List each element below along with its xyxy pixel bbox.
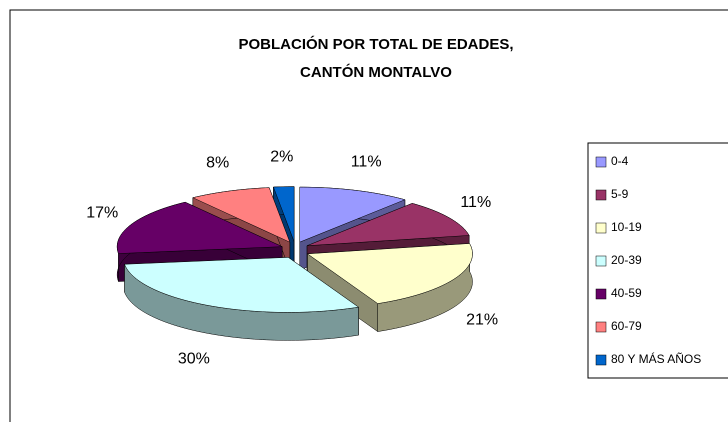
slice-top xyxy=(306,243,473,304)
slice-top xyxy=(124,257,360,313)
data-label: 21% xyxy=(466,311,498,328)
legend-swatch xyxy=(595,354,607,366)
legend-swatch xyxy=(595,156,607,168)
slice-top xyxy=(273,186,295,242)
data-label: 30% xyxy=(178,351,210,368)
legend-swatch xyxy=(595,255,607,267)
data-label: 11% xyxy=(460,194,491,211)
legend-label: 0-4 xyxy=(611,154,629,168)
slice-top xyxy=(299,186,406,243)
legend-swatch xyxy=(595,189,607,201)
legend-label: 20-39 xyxy=(611,253,642,267)
legend-swatch xyxy=(595,222,607,234)
legend-label: 10-19 xyxy=(611,220,642,234)
data-label: 17% xyxy=(86,204,118,221)
legend-label: 80 Y MÁS AÑOS xyxy=(611,351,701,366)
pie-slice xyxy=(124,256,360,341)
slice-top xyxy=(306,203,470,246)
legend-label: 40-59 xyxy=(611,286,642,300)
chart-title: CANTÓN MONTALVO xyxy=(300,63,452,81)
legend-box xyxy=(587,142,728,379)
data-label: 8% xyxy=(206,155,229,172)
legend-swatch xyxy=(595,321,607,333)
legend-swatch xyxy=(595,288,607,300)
data-label: 11% xyxy=(351,154,382,171)
slice-top xyxy=(116,201,283,254)
chart-title: POBLACIÓN POR TOTAL DE EDADES, xyxy=(238,35,513,53)
legend-label: 60-79 xyxy=(611,319,642,333)
data-label: 2% xyxy=(270,148,293,165)
legend-label: 5-9 xyxy=(611,187,629,201)
pie-slice xyxy=(306,243,473,333)
slice-top xyxy=(192,187,291,243)
